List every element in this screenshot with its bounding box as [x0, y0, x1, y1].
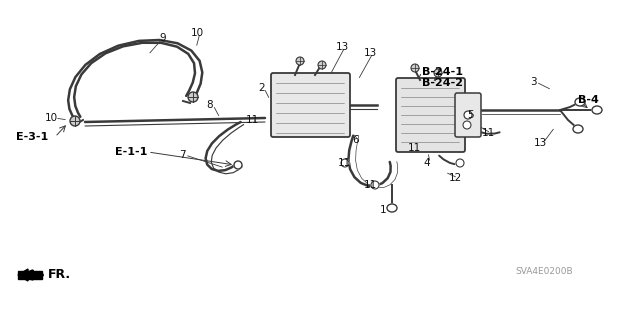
Text: B-4: B-4: [578, 95, 599, 105]
Text: 11: 11: [245, 115, 259, 125]
Text: E-3-1: E-3-1: [16, 132, 48, 142]
Text: 11: 11: [337, 158, 351, 168]
Text: SVA4E0200B: SVA4E0200B: [515, 268, 573, 277]
Ellipse shape: [463, 121, 471, 129]
Text: 7: 7: [179, 150, 186, 160]
Text: 13: 13: [335, 42, 349, 52]
Ellipse shape: [234, 161, 242, 169]
FancyBboxPatch shape: [455, 93, 481, 137]
FancyBboxPatch shape: [271, 73, 350, 137]
Ellipse shape: [464, 111, 472, 119]
Text: 3: 3: [530, 77, 536, 87]
Text: 10: 10: [44, 113, 58, 123]
Text: 4: 4: [424, 158, 430, 168]
Circle shape: [434, 69, 442, 77]
Circle shape: [411, 64, 419, 72]
Circle shape: [318, 61, 326, 69]
Circle shape: [70, 116, 80, 126]
Text: 9: 9: [160, 33, 166, 43]
Text: 11: 11: [481, 128, 495, 138]
Text: 2: 2: [259, 83, 266, 93]
Circle shape: [296, 57, 304, 65]
Text: 6: 6: [353, 135, 359, 145]
Ellipse shape: [456, 159, 464, 167]
Text: 11: 11: [364, 180, 376, 190]
Text: 12: 12: [449, 173, 461, 183]
Ellipse shape: [371, 181, 379, 189]
Ellipse shape: [341, 159, 349, 167]
Ellipse shape: [387, 204, 397, 212]
Text: 5: 5: [467, 110, 474, 120]
Text: 10: 10: [191, 28, 204, 38]
Text: 8: 8: [207, 100, 213, 110]
Text: B-24-2: B-24-2: [422, 78, 463, 88]
Polygon shape: [18, 271, 42, 279]
Ellipse shape: [573, 125, 583, 133]
Circle shape: [188, 92, 198, 102]
Ellipse shape: [592, 106, 602, 114]
Text: E-1-1: E-1-1: [115, 147, 147, 157]
Text: 1: 1: [380, 205, 387, 215]
Text: 13: 13: [533, 138, 547, 148]
Ellipse shape: [575, 98, 585, 106]
Text: FR.: FR.: [48, 269, 71, 281]
FancyBboxPatch shape: [396, 78, 465, 152]
Text: 13: 13: [364, 48, 376, 58]
Polygon shape: [18, 269, 28, 281]
Text: 11: 11: [408, 143, 420, 153]
Text: B-24-1: B-24-1: [422, 67, 463, 77]
